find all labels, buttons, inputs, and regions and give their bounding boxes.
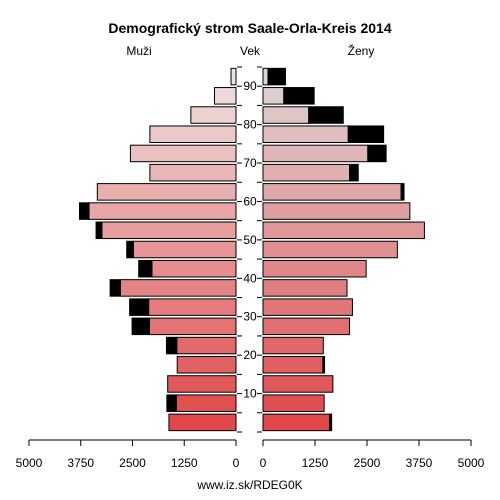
age-tick-label-40: 40 — [243, 271, 257, 285]
female-bar-15-19 — [262, 356, 324, 374]
male-bar-45-49 — [132, 240, 237, 259]
x-axis-left: 5000 3750 2500 1250 0 — [16, 439, 240, 470]
female-bar-40-44 — [262, 259, 367, 278]
male-excess-bar-25-29 — [131, 317, 150, 336]
age-tick-label-60: 60 — [243, 194, 257, 208]
x-tick-label-right-2500: 2500 — [354, 456, 381, 470]
age-tick-label-50: 50 — [243, 233, 257, 247]
age-tick-label-10: 10 — [243, 387, 257, 401]
male-bar-90+ — [230, 67, 237, 86]
age-tick-label-90: 90 — [243, 79, 257, 93]
female-bar-5-9 — [262, 394, 325, 412]
male-excess-bar-45-49 — [126, 240, 134, 259]
chart-title: Demografický strom Saale-Orla-Kreis 2014 — [108, 20, 391, 36]
male-excess-bar-20-24 — [165, 336, 178, 355]
x-tick-label-right-1250: 1250 — [302, 456, 329, 470]
left-series-label: Muži — [126, 44, 151, 58]
female-excess-bar-85-89 — [283, 87, 315, 105]
female-bar-80-84 — [262, 106, 310, 124]
male-bar-20-24 — [176, 336, 237, 355]
male-bars — [79, 67, 237, 432]
female-excess-bar-60-64 — [400, 183, 405, 201]
male-bar-75-79 — [149, 125, 237, 143]
male-bar-25-29 — [148, 317, 237, 336]
female-bar-30-34 — [262, 298, 353, 316]
x-tick-label-left-0: 0 — [233, 456, 240, 470]
female-bar-45-49 — [262, 240, 398, 259]
x-tick-label-left-1250: 1250 — [171, 456, 198, 470]
male-bar-50-54 — [101, 221, 237, 240]
female-bar-0-4 — [262, 413, 331, 432]
age-tick-label-70: 70 — [243, 156, 257, 170]
right-series-label: Ženy — [348, 43, 375, 58]
male-excess-bar-40-44 — [138, 259, 153, 278]
female-bar-55-59 — [262, 202, 411, 220]
female-bar-10-14 — [262, 375, 334, 393]
female-bar-85-89 — [262, 87, 285, 105]
male-bar-5-9 — [175, 394, 237, 412]
age-tick-label-80: 80 — [243, 118, 257, 132]
x-axis-right: 0 1250 2500 3750 5000 — [260, 439, 485, 470]
x-tick-label-left-5000: 5000 — [16, 456, 43, 470]
male-bar-65-69 — [149, 163, 237, 182]
female-excess-bar-75-79 — [347, 125, 385, 143]
female-bar-65-69 — [262, 163, 351, 182]
female-excess-bar-90+ — [267, 67, 286, 86]
center-axis-label: Vek — [240, 44, 261, 58]
male-excess-bar-35-39 — [109, 279, 121, 297]
x-tick-label-right-5000: 5000 — [458, 456, 485, 470]
male-bar-80-84 — [190, 106, 237, 124]
male-bar-40-44 — [151, 259, 237, 278]
x-tick-label-right-0: 0 — [260, 456, 267, 470]
female-excess-bar-0-4 — [329, 413, 333, 432]
male-bar-0-4 — [168, 413, 237, 432]
female-bar-75-79 — [262, 125, 349, 143]
male-bar-60-64 — [96, 183, 237, 201]
male-bar-35-39 — [119, 279, 237, 297]
footer-url: www.iz.sk/RDEG0K — [196, 478, 302, 492]
male-excess-bar-55-59 — [79, 202, 90, 220]
female-bar-35-39 — [262, 279, 348, 297]
female-bar-20-24 — [262, 336, 324, 355]
male-excess-bar-30-34 — [129, 298, 150, 316]
female-excess-bar-65-69 — [349, 163, 359, 182]
male-bar-70-74 — [129, 144, 237, 163]
female-bar-70-74 — [262, 144, 369, 163]
male-bar-15-19 — [176, 356, 237, 374]
female-bars — [262, 67, 425, 432]
female-bar-50-54 — [262, 221, 425, 240]
male-bar-30-34 — [148, 298, 237, 316]
female-bar-25-29 — [262, 317, 351, 336]
x-tick-label-right-3750: 3750 — [406, 456, 433, 470]
age-axis: 10 20 30 40 50 60 70 80 90 — [237, 66, 262, 433]
female-excess-bar-80-84 — [308, 106, 344, 124]
female-excess-bar-15-19 — [322, 356, 326, 374]
x-tick-label-left-3750: 3750 — [67, 456, 94, 470]
female-bar-90+ — [262, 67, 269, 86]
male-bar-55-59 — [88, 202, 237, 220]
female-bar-60-64 — [262, 183, 402, 201]
x-tick-label-left-2500: 2500 — [119, 456, 146, 470]
age-tick-label-20: 20 — [243, 348, 257, 362]
female-excess-bar-70-74 — [367, 144, 387, 163]
male-bar-85-89 — [213, 87, 237, 105]
age-tick-label-30: 30 — [243, 310, 257, 324]
male-bar-10-14 — [167, 375, 237, 393]
male-excess-bar-5-9 — [166, 394, 177, 412]
male-excess-bar-50-54 — [95, 221, 103, 240]
